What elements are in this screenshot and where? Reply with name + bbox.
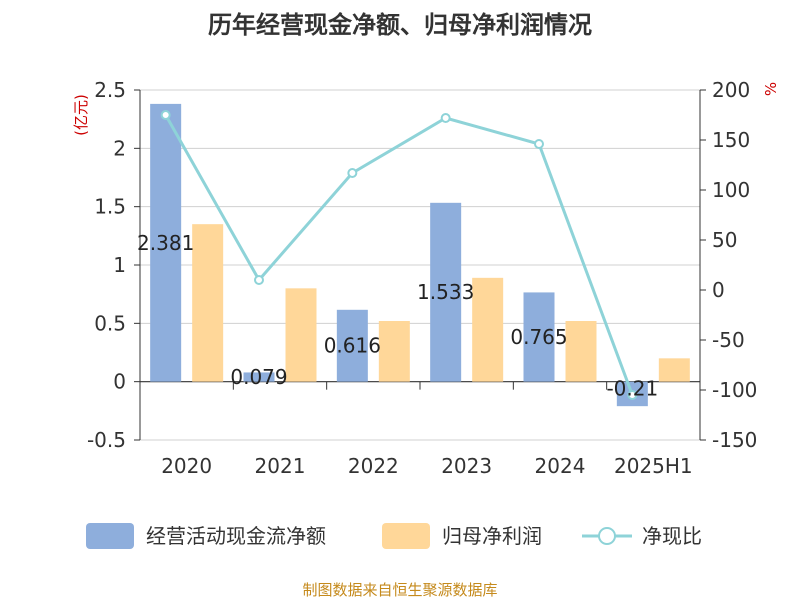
net-profit-bar — [472, 277, 504, 382]
right-tick-label: 0 — [712, 278, 725, 302]
data-labels: 2.381 0.079 0.616 1.533 0.765 -0.21 — [137, 231, 658, 401]
x-tick-label: 2023 — [441, 454, 492, 478]
cashflow-bar — [430, 202, 462, 382]
source-note: 制图数据来自恒生聚源数据库 — [302, 581, 497, 599]
right-tick-label: 200 — [712, 78, 750, 102]
left-axis-unit: (亿元) — [72, 94, 90, 136]
ratio-point — [347, 168, 358, 178]
ratio-point — [440, 113, 451, 123]
axes: 2.5 2 1.5 1 0.5 0 -0.5 200 150 100 50 0 -50 -100 -150 2… — [87, 78, 757, 478]
x-tick-label: 2022 — [348, 454, 399, 478]
ratio-polyline — [164, 114, 634, 396]
left-tick-label: -0.5 — [87, 428, 126, 452]
left-tick-label: 1 — [113, 253, 126, 277]
cashflow-data-label: 0.616 — [324, 334, 381, 358]
legend-label-ratio: 净现比 — [642, 524, 702, 548]
left-tick-label: 2 — [113, 136, 126, 160]
left-tick-label: 0 — [113, 370, 126, 394]
ratio-point — [254, 275, 264, 285]
net-profit-bar — [378, 321, 410, 382]
right-axis-unit: % — [762, 82, 780, 96]
legend-label-cashflow: 经营活动现金流净额 — [146, 524, 326, 548]
legend-swatch-net-profit — [382, 523, 430, 549]
ratio-line — [160, 110, 638, 400]
right-tick-label: 50 — [712, 228, 737, 252]
net-profit-bar — [658, 358, 690, 382]
legend-swatch-cashflow — [86, 523, 134, 549]
x-tick-label: 2020 — [161, 454, 212, 478]
right-tick-label: -50 — [712, 328, 745, 352]
cashflow-bar — [243, 372, 275, 382]
right-tick-label: -150 — [712, 428, 757, 452]
chart-title: 历年经营现金净额、归母净利润情况 — [208, 11, 592, 39]
left-tick-label: 1.5 — [94, 195, 126, 219]
legend: 经营活动现金流净额 归母净利润 净现比 — [86, 523, 702, 549]
x-tick-label: 2024 — [535, 454, 586, 478]
net-profit-bar — [565, 321, 597, 382]
ratio-point — [160, 110, 171, 120]
left-tick-label: 0.5 — [94, 311, 126, 335]
legend-label-net-profit: 归母净利润 — [442, 524, 542, 548]
left-tick-label: 2.5 — [94, 78, 126, 102]
cashflow-data-label: -0.21 — [606, 377, 658, 401]
cashflow-data-label: 0.765 — [510, 325, 567, 349]
x-tick-label: 2025H1 — [614, 454, 693, 478]
cashflow-bar — [523, 292, 555, 382]
legend-swatch-ratio-point — [598, 527, 616, 545]
right-tick-label: 150 — [712, 128, 750, 152]
cashflow-data-label: 1.533 — [417, 280, 474, 304]
cashflow-data-label: 2.381 — [137, 231, 194, 255]
x-tick-label: 2021 — [255, 454, 306, 478]
gridlines — [140, 89, 700, 441]
cashflow-bar — [150, 103, 182, 382]
cashflow-data-label: 0.079 — [230, 365, 287, 389]
ratio-point — [534, 139, 544, 149]
net-profit-bar — [192, 224, 224, 382]
net-profit-bar — [285, 288, 317, 382]
right-tick-label: -100 — [712, 378, 757, 402]
bars — [150, 103, 690, 407]
right-tick-label: 100 — [712, 178, 750, 202]
ratio-point — [627, 390, 638, 400]
cashflow-bar — [336, 309, 368, 382]
